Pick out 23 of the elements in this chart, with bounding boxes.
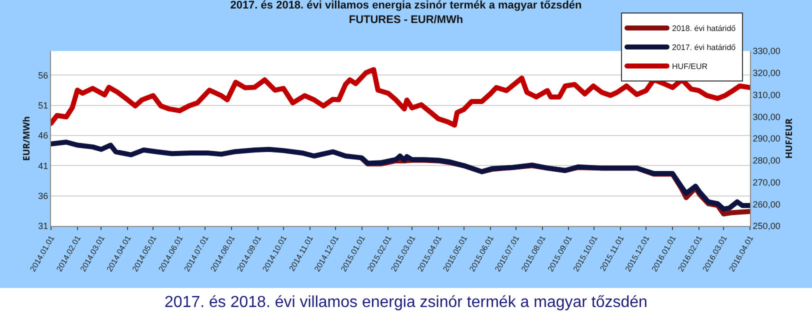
y2-tick-label: 290,00 <box>752 134 780 144</box>
y2-tick-label: 310,00 <box>752 90 780 100</box>
y2-axis-title: HUF/EUR <box>782 118 796 159</box>
legend-label: HUF/EUR <box>672 62 708 72</box>
y-tick-label: 36 <box>38 190 48 201</box>
y2-tick-label: 260,00 <box>752 199 780 210</box>
legend-label: 2018. évi határidő <box>672 24 736 34</box>
chart-title: 2017. és 2018. évi villamos energia zsinór termék a magyar tőzsdén <box>230 0 582 12</box>
y2-tick-label: 320,00 <box>752 68 780 78</box>
y-tick-label: 46 <box>38 130 48 141</box>
chart-subtitle: FUTURES - EUR/MWh <box>348 14 464 26</box>
legend-label: 2017. évi határidő <box>672 43 736 52</box>
y-tick-label: 56 <box>38 70 48 80</box>
y2-tick-label: 300,00 <box>752 112 780 122</box>
y2-tick-label: 330,00 <box>752 46 780 56</box>
y-axis-title: EUR/MWh <box>20 116 33 161</box>
y-tick-label: 41 <box>38 160 48 171</box>
y2-tick-label: 280,00 <box>752 156 780 166</box>
text: 2017. és 2018. évi villamos energia zsinór termék a magyar tőzsdén <box>164 294 648 312</box>
y-tick-label: 51 <box>38 100 48 110</box>
y-tick-label: 31 <box>38 221 48 232</box>
y2-tick-label: 250,00 <box>752 221 780 232</box>
y2-tick-label: 270,00 <box>752 177 780 188</box>
